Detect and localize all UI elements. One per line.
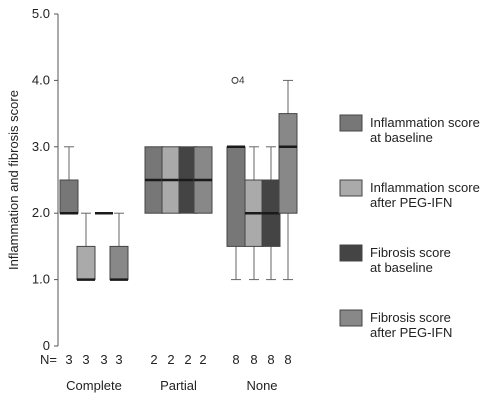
n-count-label: 2 bbox=[167, 352, 174, 367]
outlier-label: 4 bbox=[239, 75, 245, 86]
y-axis-title: Inflammation and fibrosis score bbox=[6, 90, 21, 270]
legend-label: after PEG-IFN bbox=[370, 195, 452, 210]
n-count-label: 3 bbox=[82, 352, 89, 367]
n-count-label: 3 bbox=[65, 352, 72, 367]
box-g2-s3 bbox=[278, 79, 298, 281]
box-iqr bbox=[76, 245, 96, 281]
legend-swatch bbox=[339, 244, 363, 262]
y-tick-label: 3.0 bbox=[32, 139, 50, 154]
box-g0-s0 bbox=[59, 146, 79, 215]
box-g1-s0 bbox=[144, 146, 164, 214]
legend-label: at baseline bbox=[370, 260, 433, 275]
box-g2-s0 bbox=[226, 145, 246, 281]
n-count-label: 8 bbox=[284, 352, 291, 367]
legend-label: at baseline bbox=[370, 130, 433, 145]
legend-label: Inflammation score bbox=[370, 115, 480, 130]
n-count-label: 2 bbox=[184, 352, 191, 367]
n-prefix-label: N= bbox=[40, 352, 57, 367]
outlier-point bbox=[231, 76, 239, 84]
box-iqr bbox=[226, 146, 246, 247]
box-iqr bbox=[278, 113, 298, 214]
group-label-none: None bbox=[246, 378, 277, 393]
n-count-label: 8 bbox=[232, 352, 239, 367]
legend-swatch bbox=[339, 309, 363, 327]
n-count-label: 3 bbox=[100, 352, 107, 367]
box-g0-s1 bbox=[76, 212, 96, 281]
legend-label: after PEG-IFN bbox=[370, 325, 452, 340]
boxes: 4 bbox=[59, 75, 298, 281]
y-tick-label: 0 bbox=[43, 338, 50, 353]
legend-label: Fibrosis score bbox=[370, 245, 451, 260]
n-count-label: 8 bbox=[250, 352, 257, 367]
y-tick-label: 5.0 bbox=[32, 6, 50, 21]
y-tick-label: 1.0 bbox=[32, 272, 50, 287]
axes: 0 1.0 2.0 3.0 4.0 5.0 Inflammation and fibrosi… bbox=[6, 6, 59, 353]
n-count-label: 3 bbox=[115, 352, 122, 367]
n-count-label: 2 bbox=[150, 352, 157, 367]
group-label-partial: Partial bbox=[160, 378, 197, 393]
n-count-label: 2 bbox=[199, 352, 206, 367]
box-g1-s3 bbox=[193, 146, 213, 214]
box-g2-s1 bbox=[244, 146, 264, 281]
box-g1-s1 bbox=[161, 146, 181, 214]
y-tick-label: 4.0 bbox=[32, 72, 50, 87]
group-label-complete: Complete bbox=[66, 378, 122, 393]
legend-swatch bbox=[339, 179, 363, 197]
n-count-label: 8 bbox=[267, 352, 274, 367]
box-iqr bbox=[109, 245, 129, 281]
legend-label: Fibrosis score bbox=[370, 310, 451, 325]
box-iqr bbox=[59, 179, 79, 214]
box-g2-s2 bbox=[261, 146, 281, 281]
box-g0-s3 bbox=[109, 212, 129, 281]
legend-label: Inflammation score bbox=[370, 180, 480, 195]
y-tick-label: 2.0 bbox=[32, 205, 50, 220]
legend-swatch bbox=[339, 114, 363, 132]
